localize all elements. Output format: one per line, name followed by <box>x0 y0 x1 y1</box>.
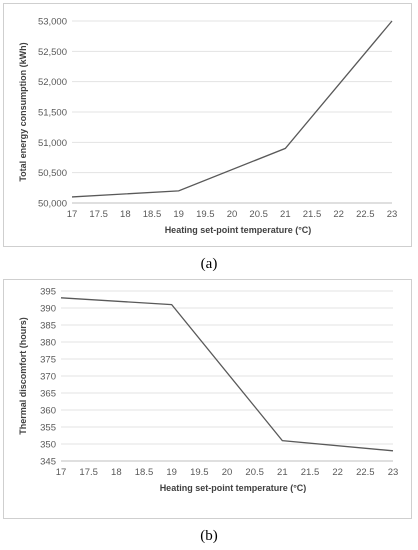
x-tick-label: 17 <box>56 467 67 478</box>
x-tick-label: 19 <box>173 209 184 220</box>
x-tick-label: 18.5 <box>143 209 162 220</box>
y-axis-title: Total energy consumption (kWh) <box>18 42 28 181</box>
x-tick-label: 22.5 <box>356 467 375 478</box>
y-tick-label: 51,000 <box>38 138 67 149</box>
y-tick-label: 395 <box>40 287 56 298</box>
x-tick-label: 21.5 <box>301 467 320 478</box>
x-tick-label: 18 <box>120 209 131 220</box>
x-tick-label: 22 <box>333 209 344 220</box>
x-tick-label: 20.5 <box>249 209 268 220</box>
x-tick-label: 17.5 <box>79 467 98 478</box>
y-tick-label: 345 <box>40 457 56 468</box>
y-tick-label: 355 <box>40 423 56 434</box>
x-tick-label: 23 <box>387 209 398 220</box>
series-line <box>71 20 393 198</box>
x-tick-label: 21.5 <box>303 209 322 220</box>
y-tick-label: 370 <box>40 372 56 383</box>
y-tick-label: 390 <box>40 304 56 315</box>
x-tick-label: 20.5 <box>245 467 264 478</box>
y-tick-label: 350 <box>40 440 56 451</box>
x-axis-title: Heating set-point temperature (°C) <box>165 225 312 235</box>
y-tick-label: 50,000 <box>38 199 67 210</box>
x-tick-label: 17.5 <box>89 209 108 220</box>
chart-panel-a: 50,000 50,500 51,000 51,500 52,000 52,500 53,0… <box>0 0 418 250</box>
series-line <box>60 297 394 452</box>
y-tick-label: 385 <box>40 321 56 332</box>
x-tick-label: 17 <box>67 209 78 220</box>
x-tick-label: 18.5 <box>135 467 154 478</box>
y-tick-label: 365 <box>40 389 56 400</box>
y-tick-label: 51,500 <box>38 108 67 119</box>
y-axis-title: Thermal discomfort (hours) <box>18 317 28 435</box>
x-tick-label: 22.5 <box>356 209 375 220</box>
y-tick-label: 50,500 <box>38 168 67 179</box>
y-tick-label: 360 <box>40 406 56 417</box>
x-tick-label: 19 <box>166 467 177 478</box>
energy-consumption-chart: 50,000 50,500 51,000 51,500 52,000 52,500 53,0… <box>18 17 398 236</box>
y-tick-label: 380 <box>40 338 56 349</box>
x-tick-label: 20 <box>222 467 233 478</box>
caption-b: (b) <box>200 528 218 544</box>
y-tick-label: 375 <box>40 355 56 366</box>
x-tick-label: 21 <box>277 467 288 478</box>
x-tick-label: 20 <box>227 209 238 220</box>
y-tick-label: 52,500 <box>38 47 67 58</box>
x-tick-label: 18 <box>111 467 122 478</box>
y-tick-label: 52,000 <box>38 77 67 88</box>
chart-panel-b: 345 350 355 360 365 370 375 380 385 390 395 17 17.5 1… <box>0 275 418 525</box>
x-tick-label: 19.5 <box>196 209 215 220</box>
x-tick-label: 21 <box>280 209 291 220</box>
chart-frame-a <box>3 3 412 247</box>
x-tick-label: 23 <box>388 467 399 478</box>
chart-frame-b <box>3 279 412 519</box>
y-tick-label: 53,000 <box>38 17 67 28</box>
thermal-discomfort-chart: 345 350 355 360 365 370 375 380 385 390 395 17 17.5 1… <box>18 287 399 494</box>
caption-a: (a) <box>200 256 218 272</box>
x-axis-title: Heating set-point temperature (°C) <box>160 483 307 493</box>
x-tick-label: 19.5 <box>190 467 209 478</box>
x-tick-label: 22 <box>332 467 343 478</box>
